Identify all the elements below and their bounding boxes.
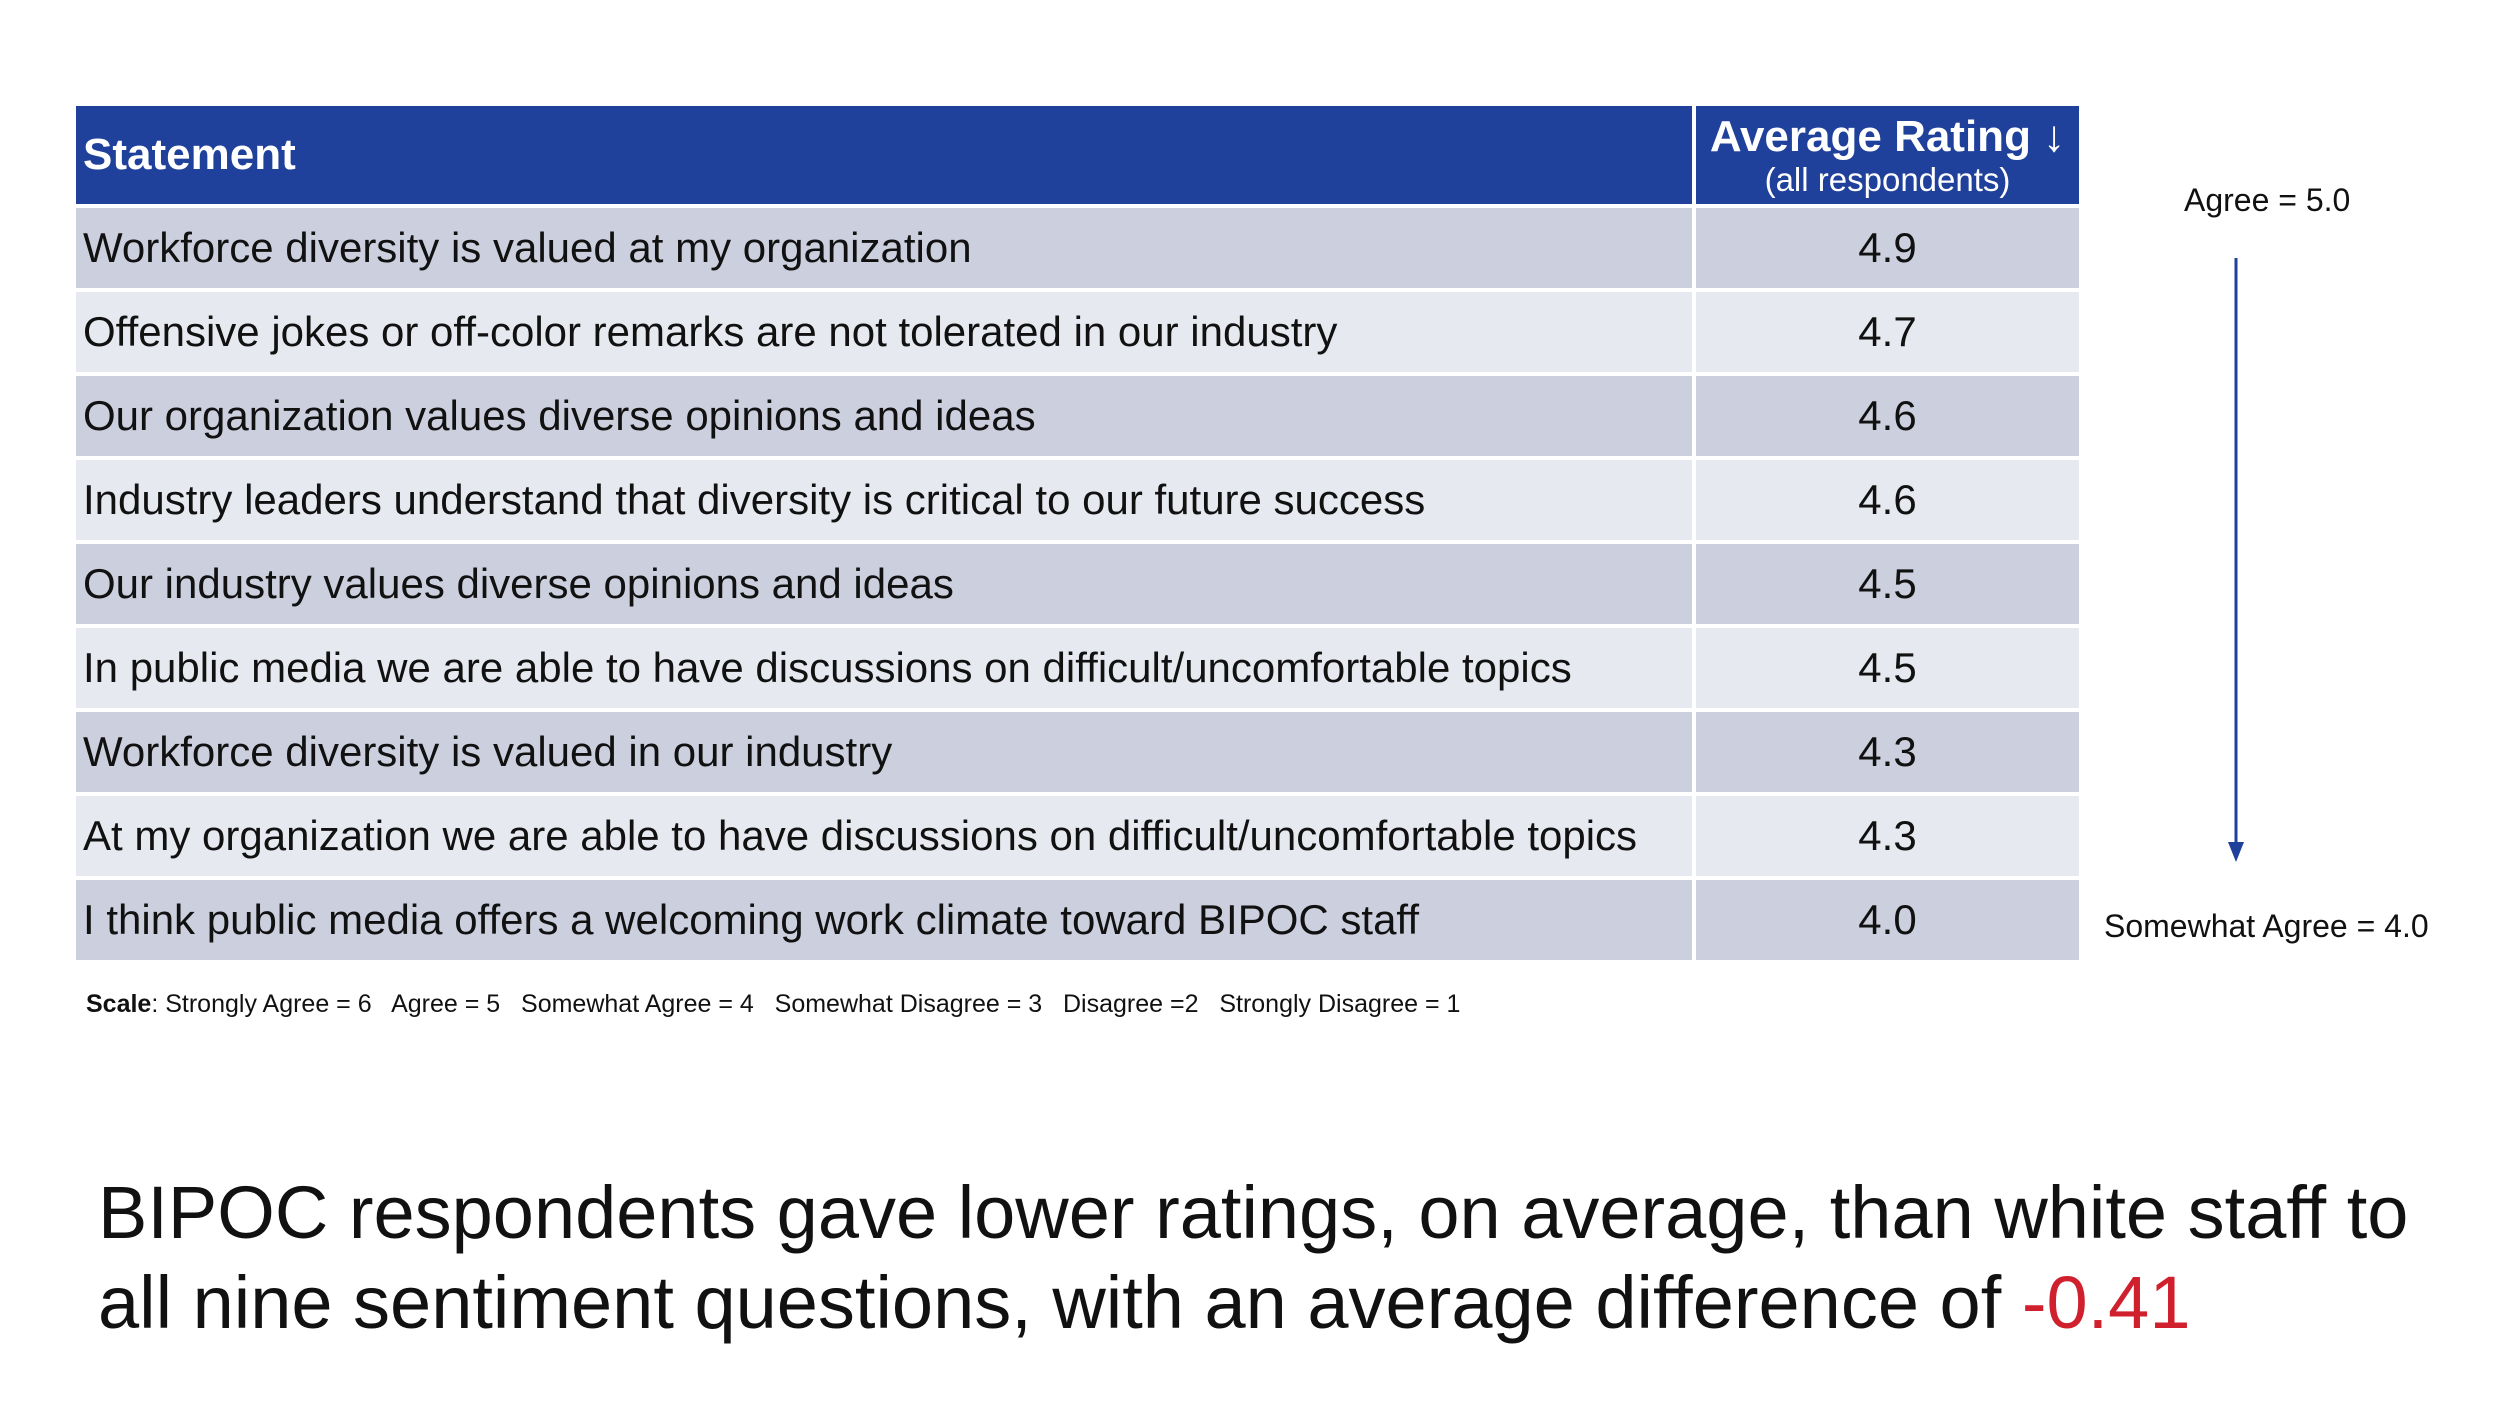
rating-cell: 4.6 bbox=[1694, 374, 2079, 460]
rating-cell: 4.3 bbox=[1694, 710, 2079, 796]
statement-cell: Offensive jokes or off-color remarks are… bbox=[76, 290, 1696, 376]
table-body: Workforce diversity is valued at my orga… bbox=[76, 206, 2079, 964]
rating-cell: 4.7 bbox=[1694, 290, 2079, 376]
header-statement: Statement bbox=[76, 106, 1696, 208]
arrow-down-icon bbox=[2228, 258, 2244, 862]
rating-cell: 4.6 bbox=[1694, 458, 2079, 544]
statement-cell: Industry leaders understand that diversi… bbox=[76, 458, 1696, 544]
table-row: Our industry values diverse opinions and… bbox=[76, 542, 2079, 628]
table-row: Workforce diversity is valued in our ind… bbox=[76, 710, 2079, 796]
table-row: Offensive jokes or off-color remarks are… bbox=[76, 290, 2079, 376]
takeaway-body: BIPOC respondents gave lower ratings, on… bbox=[98, 1171, 2409, 1344]
takeaway-text: BIPOC respondents gave lower ratings, on… bbox=[98, 1168, 2458, 1348]
statement-cell: Our organization values diverse opinions… bbox=[76, 374, 1696, 460]
table-row: In public media we are able to have disc… bbox=[76, 626, 2079, 712]
table-row: Our organization values diverse opinions… bbox=[76, 374, 2079, 460]
rating-cell: 4.5 bbox=[1694, 626, 2079, 712]
table-row: At my organization we are able to have d… bbox=[76, 794, 2079, 880]
scale-note-label: Scale bbox=[86, 990, 152, 1018]
rating-cell: 4.3 bbox=[1694, 794, 2079, 880]
statement-cell: Workforce diversity is valued in our ind… bbox=[76, 710, 1696, 796]
statement-cell: At my organization we are able to have d… bbox=[76, 794, 1696, 880]
table-row: Workforce diversity is valued at my orga… bbox=[76, 206, 2079, 292]
statement-cell: In public media we are able to have disc… bbox=[76, 626, 1696, 712]
table-row: Industry leaders understand that diversi… bbox=[76, 458, 2079, 544]
header-rating-subtitle: (all respondents) bbox=[1764, 160, 2011, 198]
rating-cell: 4.9 bbox=[1694, 206, 2079, 292]
somewhat-agree-scale-label: Somewhat Agree = 4.0 bbox=[2104, 908, 2429, 944]
table-header-row: Statement Average Rating ↓ (all responde… bbox=[76, 106, 2079, 208]
rating-cell: 4.5 bbox=[1694, 542, 2079, 628]
header-rating-title: Average Rating ↓ bbox=[1709, 111, 2066, 161]
statement-cell: Our industry values diverse opinions and… bbox=[76, 542, 1696, 628]
takeaway-highlight: -0.41 bbox=[2021, 1261, 2191, 1344]
header-average-rating: Average Rating ↓ (all respondents) bbox=[1694, 106, 2079, 208]
statement-cell: I think public media offers a welcoming … bbox=[76, 878, 1696, 964]
scale-note: Scale: Strongly Agree = 6 Agree = 5 Some… bbox=[86, 990, 1460, 1019]
ratings-table: Statement Average Rating ↓ (all responde… bbox=[76, 106, 2079, 964]
scale-note-text: : Strongly Agree = 6 Agree = 5 Somewhat … bbox=[151, 990, 1461, 1018]
rating-cell: 4.0 bbox=[1694, 878, 2079, 964]
table-row: I think public media offers a welcoming … bbox=[76, 878, 2079, 964]
agree-scale-label: Agree = 5.0 bbox=[2184, 182, 2351, 218]
statement-cell: Workforce diversity is valued at my orga… bbox=[76, 206, 1696, 292]
